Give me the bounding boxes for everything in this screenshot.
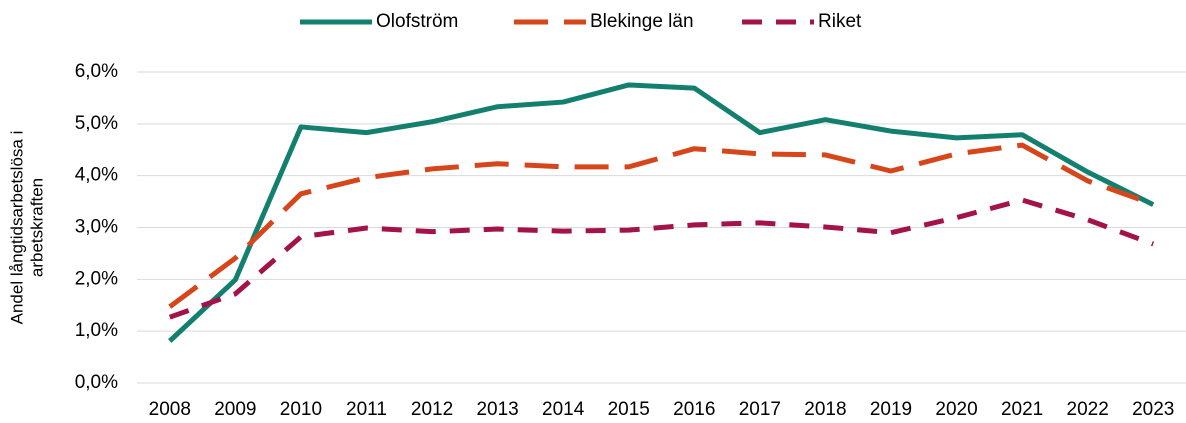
x-tick-label: 2021	[1001, 399, 1043, 420]
y-tick-label: 6,0%	[75, 61, 118, 82]
x-tick-label: 2022	[1067, 399, 1109, 420]
y-tick-label: 4,0%	[75, 165, 118, 186]
x-tick-label: 2018	[804, 399, 846, 420]
y-tick-label: 2,0%	[75, 268, 118, 289]
x-tick-label: 2011	[346, 399, 387, 420]
y-axis-label: arbetskraften	[27, 178, 46, 277]
x-tick-label: 2013	[476, 399, 518, 420]
x-tick-label: 2008	[149, 399, 191, 420]
y-tick-label: 1,0%	[75, 320, 118, 341]
legend-label: Olofström	[376, 11, 458, 32]
y-tick-label: 3,0%	[75, 217, 118, 238]
x-tick-label: 2014	[542, 399, 585, 420]
x-tick-label: 2023	[1132, 399, 1174, 420]
x-tick-label: 2019	[870, 399, 912, 420]
x-tick-label: 2010	[280, 399, 322, 420]
y-axis-label: Andel långtidsarbetslösa i	[7, 131, 26, 325]
series-line	[168, 142, 1155, 309]
x-tick-label: 2016	[673, 399, 715, 420]
series-line	[168, 197, 1155, 320]
series-line	[168, 82, 1155, 343]
y-tick-label: 5,0%	[75, 113, 118, 134]
x-tick-label: 2009	[214, 399, 256, 420]
x-tick-label: 2015	[608, 399, 650, 420]
x-tick-label: 2012	[411, 399, 453, 420]
legend-label: Riket	[818, 11, 862, 32]
legend-label: Blekinge län	[590, 11, 694, 32]
x-tick-label: 2017	[739, 399, 781, 420]
y-tick-label: 0,0%	[75, 372, 118, 393]
x-tick-label: 2020	[935, 399, 977, 420]
